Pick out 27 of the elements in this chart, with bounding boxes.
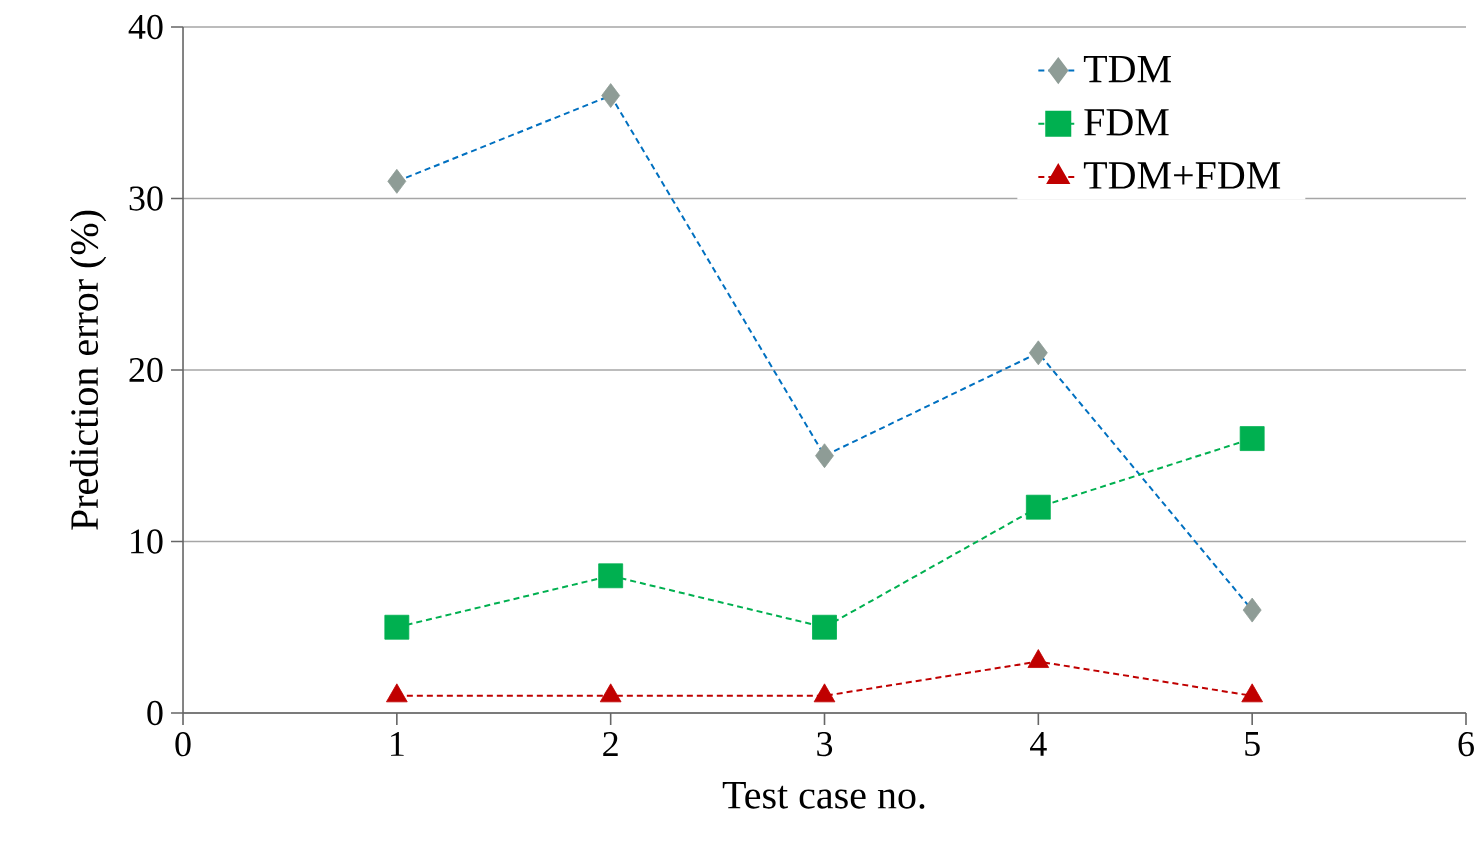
- point: [1242, 597, 1262, 623]
- y-tick-label: 30: [129, 186, 163, 211]
- x-tick-label: 4: [1030, 732, 1047, 756]
- y-tick-label: 20: [129, 357, 163, 383]
- point: [601, 83, 621, 108]
- x-tick-label: 0: [175, 732, 191, 757]
- point: [1239, 426, 1265, 451]
- point: [1028, 340, 1048, 366]
- x-tick-label: 1: [391, 732, 404, 756]
- point: [812, 614, 837, 640]
- legend-label: FDM: [1084, 109, 1169, 136]
- x-tick-label: 6: [1458, 732, 1474, 757]
- x-tick-label: 3: [817, 732, 833, 757]
- point: [384, 614, 410, 640]
- point: [387, 168, 407, 194]
- y-tick-label: 10: [131, 529, 163, 554]
- y-axis-title: Prediction error (%): [69, 210, 107, 530]
- point: [598, 563, 624, 589]
- legend-label: TDM: [1083, 55, 1171, 83]
- x-tick-label: 5: [1245, 732, 1260, 756]
- x-tick-label: 2: [603, 732, 618, 756]
- x-axis-title: Test case no.: [722, 782, 925, 809]
- legend-label: TDM+FDM: [1083, 162, 1281, 189]
- point: [815, 443, 834, 469]
- y-tick-label: 40: [128, 14, 163, 40]
- point: [1025, 494, 1051, 520]
- y-tick-label: 0: [147, 700, 163, 726]
